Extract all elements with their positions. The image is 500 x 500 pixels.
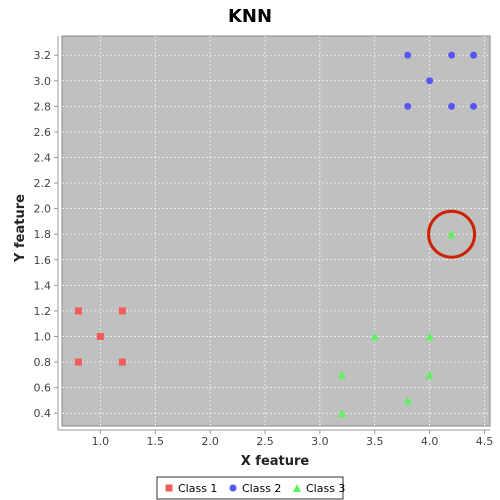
highlight-circle <box>427 209 477 259</box>
data-point-class-1 <box>96 332 104 340</box>
y-tick-label: 2.0 <box>34 203 52 216</box>
y-axis-title: Y feature <box>13 194 28 263</box>
data-point-class-1 <box>118 358 126 366</box>
y-tick-label: 0.4 <box>34 407 52 420</box>
legend-label-class-2: Class 2 <box>242 482 281 495</box>
data-point-class-2 <box>404 51 412 59</box>
legend-label-class-1: Class 1 <box>178 482 217 495</box>
data-point-class-3 <box>337 370 346 379</box>
y-tick-label: 1.0 <box>34 330 52 343</box>
x-tick-label: 2.0 <box>201 435 219 448</box>
data-point-class-2 <box>448 51 456 59</box>
y-tick-label: 0.8 <box>34 356 52 369</box>
data-point-class-1 <box>74 358 82 366</box>
y-tick-label: 3.2 <box>34 49 52 62</box>
data-point-class-3 <box>447 230 456 239</box>
x-tick-label: 2.5 <box>256 435 274 448</box>
data-point-class-1 <box>74 307 82 315</box>
data-point-class-3 <box>425 332 434 341</box>
y-tick-label: 2.4 <box>34 151 52 164</box>
x-tick-label: 3.5 <box>366 435 384 448</box>
data-point-class-2 <box>470 51 478 59</box>
data-point-class-1 <box>118 307 126 315</box>
y-tick-label: 1.6 <box>34 254 52 267</box>
data-point-class-3 <box>370 332 379 341</box>
legend-box <box>156 476 344 500</box>
plot-area: 1.0 1.5 2.0 2.5 3.0 3.5 4.0 4.5 0.4 0.6 0.8 1.0 1.2 1… <box>34 35 494 448</box>
legend-label-class-3: Class 3 <box>306 482 345 495</box>
y-tick-label: 2.2 <box>34 177 52 190</box>
legend-marker-class-1 <box>165 484 173 492</box>
legend-marker-class-2 <box>229 484 237 492</box>
y-tick-label: 2.6 <box>34 126 52 139</box>
x-tick-label: 1.5 <box>147 435 165 448</box>
x-axis-title: X feature <box>241 454 310 469</box>
legend-marker-class-3 <box>293 484 301 492</box>
plot-background <box>61 35 491 427</box>
y-tick-label: 0.6 <box>34 382 52 395</box>
y-tick-label: 3.0 <box>34 75 52 88</box>
data-point-class-2 <box>470 102 478 110</box>
data-point-class-3 <box>337 409 346 418</box>
y-tick-label: 1.2 <box>34 305 52 318</box>
data-point-class-2 <box>404 102 412 110</box>
y-tick-label: 1.8 <box>34 228 52 241</box>
x-tick-label: 1.0 <box>92 435 110 448</box>
legend: Class 1 Class 2 Class 3 <box>156 476 345 500</box>
chart-title: KNN <box>228 6 272 27</box>
x-tick-label: 4.5 <box>476 435 494 448</box>
y-tick-label: 2.8 <box>34 100 52 113</box>
y-tick-label: 1.4 <box>34 279 52 292</box>
data-point-class-2 <box>448 102 456 110</box>
data-point-class-3 <box>425 370 434 379</box>
x-tick-label: 4.0 <box>421 435 439 448</box>
data-point-class-3 <box>403 396 412 405</box>
data-point-class-2 <box>426 77 434 85</box>
x-tick-label: 3.0 <box>311 435 329 448</box>
